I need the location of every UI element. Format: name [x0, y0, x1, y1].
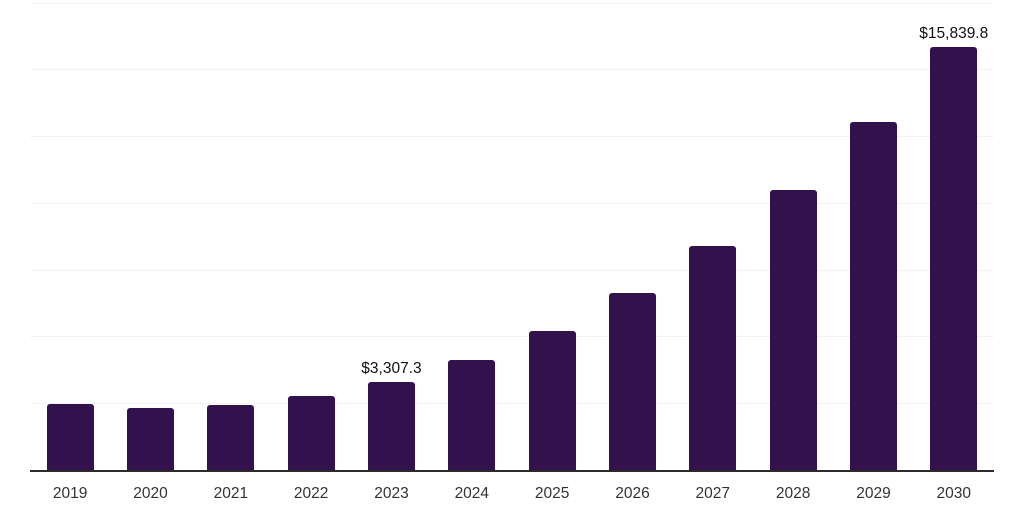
bar-slot-2026	[592, 0, 672, 470]
bar-2022	[287, 395, 335, 470]
x-tick-2020: 2020	[133, 485, 168, 502]
gridline-10000	[30, 202, 994, 204]
bar-2020	[126, 407, 174, 470]
bar-slot-2022	[271, 0, 351, 470]
x-tick-2024: 2024	[454, 485, 490, 502]
data-label-2030: $15,839.8	[919, 25, 989, 43]
bar-slot-2029	[833, 0, 913, 470]
bar-2025	[528, 331, 576, 470]
x-tick-2029: 2029	[856, 485, 891, 502]
bar-slot-2024	[432, 0, 512, 470]
bars-container: $3,307.3 $15,839.8	[30, 0, 994, 470]
gridline-15000	[30, 69, 994, 71]
bar-slot-2027	[673, 0, 753, 470]
gridline-17500	[30, 2, 994, 4]
bar-2027	[689, 245, 737, 470]
x-tick-2023: 2023	[374, 485, 409, 502]
bar-slot-2028	[753, 0, 833, 470]
x-axis-labels: 2019 2020 2021 2022 2023 2024 2025 2026 2027 2028…	[30, 472, 994, 503]
x-tick-2022: 2022	[293, 485, 329, 502]
bar-2021	[207, 405, 255, 470]
bar-slot-2030: $15,839.8	[914, 0, 994, 470]
gridline-12500	[30, 136, 994, 138]
x-tick-2028: 2028	[775, 485, 811, 502]
bar-2024	[448, 360, 496, 470]
gridline-2500	[30, 403, 994, 405]
x-tick-2019: 2019	[52, 485, 88, 502]
bar-slot-2023: $3,307.3	[351, 0, 431, 470]
x-tick-2026: 2026	[615, 485, 650, 502]
plot-area: $3,307.3 $15,839.8	[30, 0, 994, 472]
bar-slot-2025	[512, 0, 592, 470]
gridline-7500	[30, 269, 994, 271]
bar-2023	[367, 381, 415, 470]
data-label-2023: $3,307.3	[361, 359, 422, 377]
bar-2019	[46, 404, 94, 470]
x-tick-2025: 2025	[534, 485, 570, 502]
bar-2028	[769, 189, 817, 470]
bar-slot-2020	[110, 0, 190, 470]
bar-2030	[930, 46, 978, 470]
bar-slot-2019	[30, 0, 110, 470]
gridline-5000	[30, 336, 994, 338]
bar-slot-2021	[191, 0, 271, 470]
x-tick-2021: 2021	[213, 485, 249, 502]
x-tick-2030: 2030	[936, 485, 972, 502]
bar-2026	[608, 293, 656, 470]
x-tick-2027: 2027	[695, 485, 731, 502]
bar-2029	[849, 121, 897, 470]
